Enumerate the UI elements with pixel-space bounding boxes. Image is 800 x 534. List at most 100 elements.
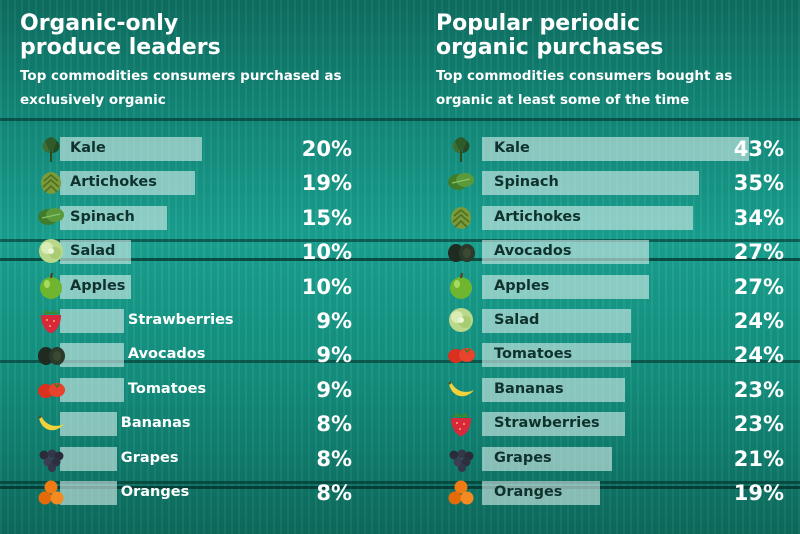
category-label: Avocados xyxy=(494,243,572,260)
avocado-icon xyxy=(36,339,66,369)
spinach-icon xyxy=(36,202,66,232)
value-label: 35% xyxy=(733,171,784,196)
bar-row: Salad 10% xyxy=(36,239,386,265)
category-label: Bananas xyxy=(494,380,564,397)
bar xyxy=(60,377,124,402)
chart-title: Organic-only produce leaders xyxy=(20,11,221,60)
bar-row: Kale 20% xyxy=(36,137,386,162)
category-label: Salad xyxy=(70,243,116,260)
bar-row: Bananas 8% xyxy=(36,412,386,437)
bar-row: Strawberries 23% xyxy=(446,412,796,437)
value-label: 10% xyxy=(301,274,352,299)
category-label: Oranges xyxy=(494,484,563,500)
value-label: 27% xyxy=(733,240,784,265)
value-label: 20% xyxy=(301,137,352,161)
bar xyxy=(482,309,631,333)
tomato-icon xyxy=(446,339,476,369)
category-label: Strawberries xyxy=(127,312,234,328)
bar-row: Bananas 23% xyxy=(446,377,796,402)
salad-icon xyxy=(446,305,476,335)
bar xyxy=(482,481,600,505)
bar-row: Salad 24% xyxy=(446,308,796,333)
avocado-icon xyxy=(446,236,476,266)
artichoke-icon xyxy=(36,167,66,197)
bar-row: Artichokes 19% xyxy=(36,171,386,196)
category-label: Grapes xyxy=(494,449,552,466)
artichoke-icon xyxy=(446,202,476,232)
bar xyxy=(482,377,625,402)
value-label: 21% xyxy=(733,446,784,471)
value-label: 34% xyxy=(733,205,784,230)
apple-icon xyxy=(446,271,476,301)
bar xyxy=(482,446,613,471)
value-label: 8% xyxy=(316,481,352,505)
value-label: 19% xyxy=(301,171,352,196)
strawberry-icon xyxy=(446,408,476,438)
banana-icon xyxy=(36,408,66,438)
bar-row: Apples 10% xyxy=(36,272,386,299)
category-label: Apples xyxy=(70,277,126,294)
category-label: Spinach xyxy=(70,208,135,225)
chart-subtitle: Top commodities consumers purchased as e… xyxy=(20,68,342,108)
bar xyxy=(482,240,650,265)
bar xyxy=(60,412,117,437)
bar-row: Tomatoes 24% xyxy=(446,343,796,368)
category-label: Bananas xyxy=(120,415,191,432)
category-label: Grapes xyxy=(120,449,179,466)
bar-row: Strawberries 9% xyxy=(36,309,386,333)
bar xyxy=(482,274,650,299)
value-label: 43% xyxy=(733,137,784,161)
grapes-icon xyxy=(446,443,476,473)
chart-subtitle: Top commodities consumers bought as orga… xyxy=(436,68,733,108)
banana-icon xyxy=(446,374,476,404)
value-label: 15% xyxy=(301,205,352,230)
kale-icon xyxy=(446,133,476,163)
bar xyxy=(60,171,195,196)
orange-icon xyxy=(36,477,66,507)
bar-row: Apples 27% xyxy=(446,272,796,299)
value-label: 24% xyxy=(733,343,784,368)
chart-title: Popular periodic organic purchases xyxy=(436,11,664,60)
bar xyxy=(60,309,124,333)
spinach-icon xyxy=(446,167,476,197)
category-label: Spinach xyxy=(494,174,559,191)
category-label: Tomatoes xyxy=(494,346,573,363)
board-seam xyxy=(0,486,800,489)
kale-icon xyxy=(36,133,66,163)
bar xyxy=(60,137,202,161)
bar xyxy=(482,343,631,368)
category-label: Salad xyxy=(494,312,540,328)
category-label: Tomatoes xyxy=(127,380,207,397)
value-label: 23% xyxy=(733,412,784,437)
category-label: Oranges xyxy=(120,484,190,500)
category-label: Kale xyxy=(494,140,530,156)
value-label: 23% xyxy=(733,377,784,402)
orange-icon xyxy=(446,477,476,507)
category-label: Strawberries xyxy=(494,415,600,432)
bar-row: Oranges 19% xyxy=(446,480,796,505)
bar xyxy=(60,481,117,505)
bar xyxy=(60,446,117,471)
category-label: Apples xyxy=(494,277,550,294)
category-label: Artichokes xyxy=(70,174,157,191)
category-label: Kale xyxy=(70,140,106,156)
bar-row: Avocados 9% xyxy=(36,343,386,368)
bar-row: Avocados 27% xyxy=(446,240,796,265)
salad-icon xyxy=(36,236,66,266)
bar-row: Spinach 35% xyxy=(446,171,796,196)
grapes-icon xyxy=(36,443,66,473)
bar-row: Grapes 21% xyxy=(446,446,796,472)
bar-row: Spinach 15% xyxy=(36,205,386,230)
bar xyxy=(60,343,124,368)
bar xyxy=(60,240,131,265)
value-label: 10% xyxy=(301,240,352,265)
bar xyxy=(482,171,699,196)
chart-right: Popular periodic organic purchases Top c… xyxy=(436,0,796,112)
bar xyxy=(482,412,625,437)
bar-row: Grapes 8% xyxy=(36,446,386,472)
apple-icon xyxy=(36,271,66,301)
strawberry-icon xyxy=(36,305,66,335)
bar xyxy=(482,205,693,230)
bar xyxy=(60,274,131,299)
value-label: 9% xyxy=(316,309,352,333)
